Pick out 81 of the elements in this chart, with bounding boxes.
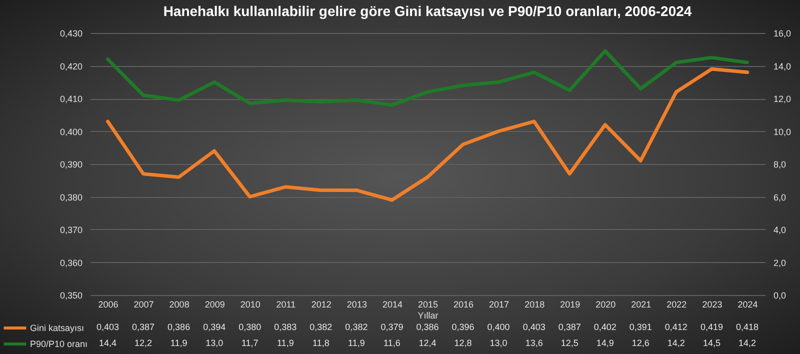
data-label: 12,6 [632, 338, 650, 348]
y2-tick-label: 4,0 [774, 225, 786, 235]
x-tick-label: 2021 [631, 300, 652, 310]
data-label: 11,8 [312, 338, 330, 348]
data-label: 0,387 [558, 322, 581, 332]
data-label: 11,9 [170, 338, 188, 348]
x-tick-label: 2010 [240, 300, 260, 310]
data-label: 0,400 [487, 322, 510, 332]
data-label: 0,418 [736, 322, 758, 332]
x-tick-label: 2016 [454, 300, 474, 310]
data-label: 14,2 [738, 338, 756, 348]
x-tick-label: 2013 [346, 300, 367, 310]
data-label: 11,9 [276, 338, 294, 348]
data-label: 12,5 [560, 338, 578, 348]
data-label: 11,7 [241, 338, 258, 348]
data-label: 0,387 [132, 322, 155, 332]
data-label: 0,386 [416, 322, 439, 332]
data-label: 13,0 [490, 338, 508, 348]
y2-tick-label: 2,0 [774, 258, 786, 268]
x-tick-label: 2015 [418, 300, 438, 310]
y2-tick-label: 6,0 [774, 192, 786, 202]
chart-title: Hanehalkı kullanılabilir gelire göre Gini katsayısı ve P90/P10 oranları, 2006-2024 [163, 3, 692, 19]
data-label: 12,8 [454, 338, 472, 348]
x-axis-title: Yıllar [418, 310, 438, 320]
x-tick-label: 2023 [702, 300, 722, 310]
data-label: 12,4 [418, 338, 436, 348]
y2-tick-label: 14,0 [774, 61, 792, 72]
x-tick-label: 2020 [596, 300, 616, 310]
y2-tick-label: 16,0 [774, 28, 792, 38]
y-tick-label: 0,370 [60, 225, 82, 235]
x-tick-label: 2024 [738, 300, 758, 310]
line-series [106, 49, 749, 107]
x-tick-label: 2008 [169, 300, 190, 310]
data-label: 11,9 [348, 338, 365, 348]
y2-tick-label: 12,0 [774, 94, 792, 104]
y-tick-label: 0,350 [60, 290, 82, 300]
line-series [106, 67, 749, 202]
legend-label: Gini katsayısı [30, 323, 84, 333]
x-tick-label: 2022 [666, 300, 687, 310]
data-label: 0,379 [380, 322, 404, 332]
data-label: 0,382 [345, 322, 368, 332]
x-tick-label: 2012 [311, 300, 332, 310]
x-tick-label: 2017 [489, 300, 510, 310]
data-label: 12,2 [134, 338, 152, 348]
data-label: 0,383 [274, 322, 297, 332]
y-tick-label: 0,400 [60, 126, 82, 137]
x-tick-label: 2006 [98, 300, 118, 310]
data-label: 14,9 [596, 338, 614, 348]
y2-tick-label: 10,0 [774, 126, 792, 137]
data-label: 13,0 [206, 338, 224, 348]
y-tick-label: 0,410 [60, 94, 82, 104]
data-label: 0,386 [168, 322, 190, 332]
data-label: 14,5 [702, 338, 720, 348]
data-label: 14,2 [667, 338, 685, 348]
x-tick-label: 2014 [382, 300, 402, 310]
data-label: 0,402 [594, 322, 616, 332]
y-tick-label: 0,380 [60, 192, 82, 202]
data-label: 0,394 [203, 322, 226, 332]
x-tick-label: 2019 [560, 300, 580, 310]
data-label: 0,380 [238, 322, 262, 332]
data-label: 0,391 [629, 322, 652, 332]
data-label: 0,403 [522, 322, 546, 332]
data-label: 11,6 [384, 338, 400, 348]
y-tick-label: 0,360 [60, 258, 82, 268]
legend-label: P90/P10 oranı [30, 339, 88, 349]
data-label: 0,419 [700, 322, 723, 332]
data-label: 0,403 [96, 322, 120, 332]
data-label: 0,382 [310, 322, 332, 332]
data-label: 0,396 [452, 322, 474, 332]
x-tick-label: 2018 [524, 300, 545, 310]
y2-tick-label: 8,0 [774, 160, 786, 170]
y2-tick-label: 0,0 [774, 290, 786, 300]
x-tick-label: 2009 [204, 300, 225, 310]
data-label: 14,4 [99, 338, 117, 348]
data-label: 13,6 [525, 338, 543, 348]
y-tick-label: 0,430 [60, 28, 82, 38]
x-tick-label: 2007 [134, 300, 154, 310]
x-tick-label: 2011 [276, 300, 296, 310]
data-label: 0,412 [664, 322, 688, 332]
y-tick-label: 0,420 [60, 61, 82, 72]
y-tick-label: 0,390 [60, 160, 82, 170]
